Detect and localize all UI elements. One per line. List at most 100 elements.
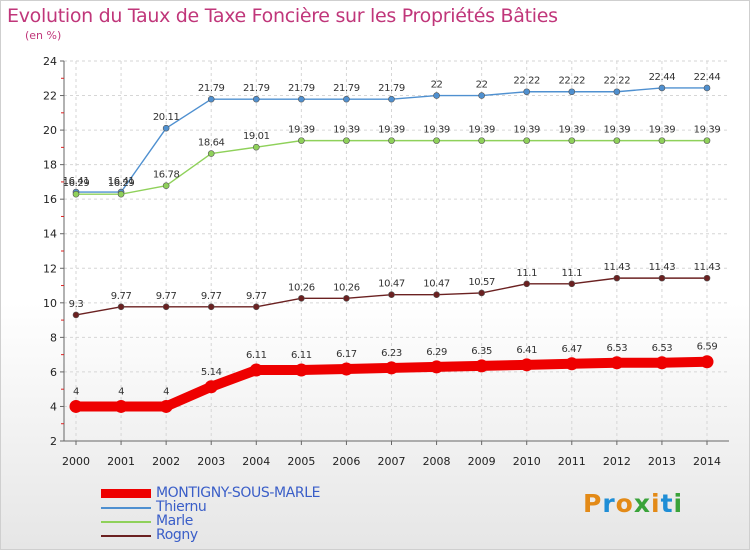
data-label-rogny: 10.57 — [468, 277, 495, 288]
y-tick-label: 6 — [50, 366, 57, 379]
x-tick-label: 2008 — [423, 455, 451, 468]
data-label-thiernu: 22.44 — [694, 72, 721, 83]
data-point-marle — [162, 182, 170, 190]
data-point-thiernu — [478, 92, 485, 99]
legend-swatch — [101, 507, 151, 509]
data-label-montigny-sous-marle: 6.11 — [246, 350, 267, 361]
legend-swatch — [101, 535, 151, 537]
legend-label: Thiernu — [156, 499, 207, 515]
data-label-rogny: 9.77 — [201, 291, 222, 302]
data-point-rogny — [343, 295, 350, 302]
data-label-rogny: 10.47 — [423, 279, 450, 290]
proxiti-logo: Proxiti — [583, 489, 683, 518]
data-point-thiernu — [703, 84, 711, 92]
data-point-thiernu — [298, 95, 305, 103]
data-label-montigny-sous-marle: 4 — [73, 386, 79, 397]
data-label-rogny: 11.1 — [516, 268, 537, 279]
data-label-rogny: 11.1 — [561, 268, 582, 279]
y-tick-label: 22 — [43, 90, 57, 103]
data-point-marle — [478, 137, 485, 144]
data-label-montigny-sous-marle: 6.59 — [697, 342, 718, 353]
x-tick-label: 2002 — [152, 455, 180, 468]
data-label-thiernu: 21.79 — [198, 83, 225, 94]
data-point-marle — [207, 150, 215, 157]
data-point-rogny — [207, 303, 215, 311]
data-point-rogny — [388, 291, 395, 299]
data-point-marle — [658, 137, 666, 144]
data-point-rogny — [478, 289, 485, 297]
data-point-rogny — [298, 295, 305, 302]
chart-title: Evolution du Taux de Taxe Foncière sur l… — [7, 5, 558, 27]
data-point-thiernu — [523, 88, 531, 96]
data-point-montigny-sous-marle — [294, 363, 308, 377]
data-label-thiernu: 21.79 — [243, 83, 270, 94]
data-label-thiernu: 22.22 — [513, 76, 540, 87]
data-label-thiernu: 22 — [476, 80, 488, 91]
data-label-montigny-sous-marle: 4 — [118, 386, 124, 397]
data-point-rogny — [568, 280, 576, 288]
data-label-marle: 18.64 — [198, 138, 225, 149]
data-point-montigny-sous-marle — [159, 399, 173, 413]
data-label-marle: 19.39 — [288, 125, 315, 136]
y-tick-label: 20 — [43, 124, 57, 137]
data-point-rogny — [162, 303, 170, 311]
data-point-thiernu — [613, 88, 621, 96]
series-layer — [69, 84, 714, 413]
logo-letter: t — [660, 489, 674, 518]
x-tick-label: 2000 — [62, 455, 90, 468]
data-label-thiernu: 16.41 — [63, 176, 90, 187]
x-tick-label: 2005 — [287, 455, 315, 468]
data-label-montigny-sous-marle: 6.47 — [561, 344, 582, 355]
x-tick-label: 2001 — [107, 455, 135, 468]
data-point-montigny-sous-marle — [475, 359, 489, 373]
data-point-montigny-sous-marle — [700, 355, 714, 369]
data-label-marle: 19.39 — [694, 125, 721, 136]
x-tick-label: 2014 — [693, 455, 721, 468]
legend-label: Rogny — [156, 527, 198, 543]
unit-label: (en %) — [25, 29, 62, 42]
x-tick-label: 2004 — [242, 455, 270, 468]
data-point-marle — [613, 137, 621, 144]
data-label-thiernu: 21.79 — [333, 83, 360, 94]
data-label-rogny: 9.77 — [156, 291, 177, 302]
data-point-thiernu — [207, 95, 215, 103]
data-point-rogny — [523, 280, 531, 288]
data-label-marle: 19.39 — [468, 125, 495, 136]
data-label-montigny-sous-marle: 4 — [163, 386, 169, 397]
logo-letter: r — [602, 489, 616, 518]
data-point-marle — [252, 143, 260, 151]
data-point-thiernu — [343, 95, 350, 103]
data-label-rogny: 9.3 — [69, 299, 84, 310]
data-label-marle: 19.39 — [649, 125, 676, 136]
data-label-montigny-sous-marle: 5.14 — [201, 367, 222, 378]
data-point-thiernu — [252, 95, 260, 103]
data-label-thiernu: 20.11 — [153, 112, 180, 123]
x-tick-label: 2011 — [558, 455, 586, 468]
y-tick-label: 8 — [50, 331, 57, 344]
data-point-thiernu — [568, 88, 576, 96]
y-tick-label: 18 — [43, 159, 57, 172]
x-tick-label: 2010 — [513, 455, 541, 468]
data-label-rogny: 10.47 — [378, 279, 405, 290]
data-label-marle: 19.39 — [513, 125, 540, 136]
data-label-rogny: 11.43 — [649, 262, 676, 273]
data-label-thiernu: 21.79 — [288, 83, 315, 94]
data-label-rogny: 9.77 — [246, 291, 267, 302]
data-point-marle — [523, 137, 531, 144]
data-point-montigny-sous-marle — [520, 358, 534, 372]
data-point-montigny-sous-marle — [385, 361, 398, 375]
legend-label: MONTIGNY-SOUS-MARLE — [156, 485, 321, 501]
legend-swatch — [101, 521, 151, 523]
data-label-marle: 19.39 — [604, 125, 631, 136]
legend-label: Marle — [156, 513, 193, 529]
data-point-montigny-sous-marle — [565, 357, 579, 371]
logo-letter: x — [633, 489, 651, 518]
logo-letter: P — [583, 489, 603, 518]
x-tick-label: 2009 — [468, 455, 496, 468]
data-point-marle — [568, 137, 576, 144]
data-label-rogny: 10.26 — [333, 282, 360, 293]
data-point-marle — [388, 137, 395, 144]
data-label-marle: 19.39 — [423, 125, 450, 136]
